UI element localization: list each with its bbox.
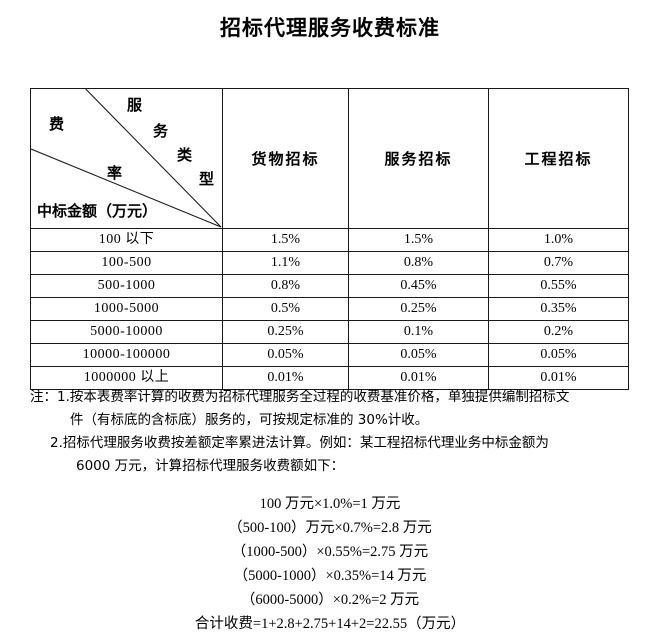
row-label: 5000-10000 (30, 320, 223, 344)
corner-label-service-1: 服 (127, 96, 143, 114)
cell-engineering: 0.01% (488, 366, 629, 390)
formula-line-1: 100 万元×1.0%=1 万元 (259, 496, 401, 512)
fee-rate-table: 费 率 服 务 类 型 中标金额（万元） 货物招标 服务招标 工程招标 100 … (30, 88, 629, 390)
table-row: 1000-5000 0.5% 0.25% 0.35% (30, 297, 629, 321)
formula-line-4: （5000-1000）×0.35%=14 万元 (233, 568, 427, 584)
table-row: 5000-10000 0.25% 0.1% 0.2% (30, 320, 629, 344)
cell-engineering: 1.0% (488, 228, 629, 252)
diagonal-divider-lines (31, 89, 222, 228)
notes-block: 注：1.按本表费率计算的收费为招标代理服务全过程的收费基准价格，单独提供编制招标… (30, 386, 630, 478)
cell-service: 0.45% (348, 274, 489, 298)
corner-label-fee: 费 (49, 115, 65, 133)
cell-goods: 0.01% (222, 366, 349, 390)
formula-total: 合计收费=1+2.8+2.75+14+2=22.55（万元） (194, 616, 466, 632)
cell-engineering: 0.05% (488, 343, 629, 367)
cell-engineering: 0.2% (488, 320, 629, 344)
table-row: 500-1000 0.8% 0.45% 0.55% (30, 274, 629, 298)
cell-service: 0.05% (348, 343, 489, 367)
cell-goods: 1.1% (222, 251, 349, 275)
corner-header-cell: 费 率 服 务 类 型 中标金额（万元） (30, 88, 223, 229)
note-line-2: 件（有标底的含标底）服务的，可按规定标准的 30%计收。 (70, 412, 429, 428)
row-label: 10000-100000 (30, 343, 223, 367)
page-title: 招标代理服务收费标准 (220, 15, 440, 40)
corner-label-bid-amount: 中标金额（万元） (37, 202, 158, 220)
row-label: 1000000 以上 (30, 366, 223, 390)
row-label: 100 以下 (30, 228, 223, 252)
cell-goods: 0.25% (222, 320, 349, 344)
corner-label-service-2: 务 (153, 122, 169, 140)
table-row: 10000-100000 0.05% 0.05% 0.05% (30, 343, 629, 367)
row-label: 1000-5000 (30, 297, 223, 321)
column-header-service: 服务招标 (348, 88, 489, 229)
cell-goods: 0.5% (222, 297, 349, 321)
note-line-1: 注：1.按本表费率计算的收费为招标代理服务全过程的收费基准价格，单独提供编制招标… (30, 389, 570, 405)
cell-service: 0.8% (348, 251, 489, 275)
corner-label-rate: 率 (107, 164, 123, 182)
row-label: 100-500 (30, 251, 223, 275)
note-line-4: 6000 万元，计算招标代理服务收费额如下： (76, 458, 345, 474)
formula-line-5: （6000-5000）×0.2%=2 万元 (240, 592, 420, 608)
cell-engineering: 0.35% (488, 297, 629, 321)
corner-label-service-3: 类 (177, 146, 193, 164)
cell-goods: 1.5% (222, 228, 349, 252)
table-row: 100 以下 1.5% 1.5% 1.0% (30, 228, 629, 252)
cell-service: 0.25% (348, 297, 489, 321)
table-row: 1000000 以上 0.01% 0.01% 0.01% (30, 366, 629, 390)
cell-engineering: 0.55% (488, 274, 629, 298)
cell-service: 0.1% (348, 320, 489, 344)
row-label: 500-1000 (30, 274, 223, 298)
formula-line-2: （500-100）万元×0.7%=2.8 万元 (228, 520, 432, 536)
formula-line-3: （1000-500）×0.55%=2.75 万元 (231, 544, 429, 560)
table-header-row: 费 率 服 务 类 型 中标金额（万元） 货物招标 服务招标 工程招标 (30, 88, 629, 229)
cell-goods: 0.05% (222, 343, 349, 367)
formula-block: 100 万元×1.0%=1 万元 （500-100）万元×0.7%=2.8 万元… (0, 492, 660, 636)
note-line-3: 2.招标代理服务收费按差额定率累进法计算。例如：某工程招标代理业务中标金额为 (50, 435, 549, 451)
table-row: 100-500 1.1% 0.8% 0.7% (30, 251, 629, 275)
cell-goods: 0.8% (222, 274, 349, 298)
cell-service: 1.5% (348, 228, 489, 252)
column-header-goods: 货物招标 (222, 88, 349, 229)
corner-label-service-4: 型 (199, 170, 215, 188)
cell-service: 0.01% (348, 366, 489, 390)
cell-engineering: 0.7% (488, 251, 629, 275)
column-header-engineering: 工程招标 (488, 88, 629, 229)
